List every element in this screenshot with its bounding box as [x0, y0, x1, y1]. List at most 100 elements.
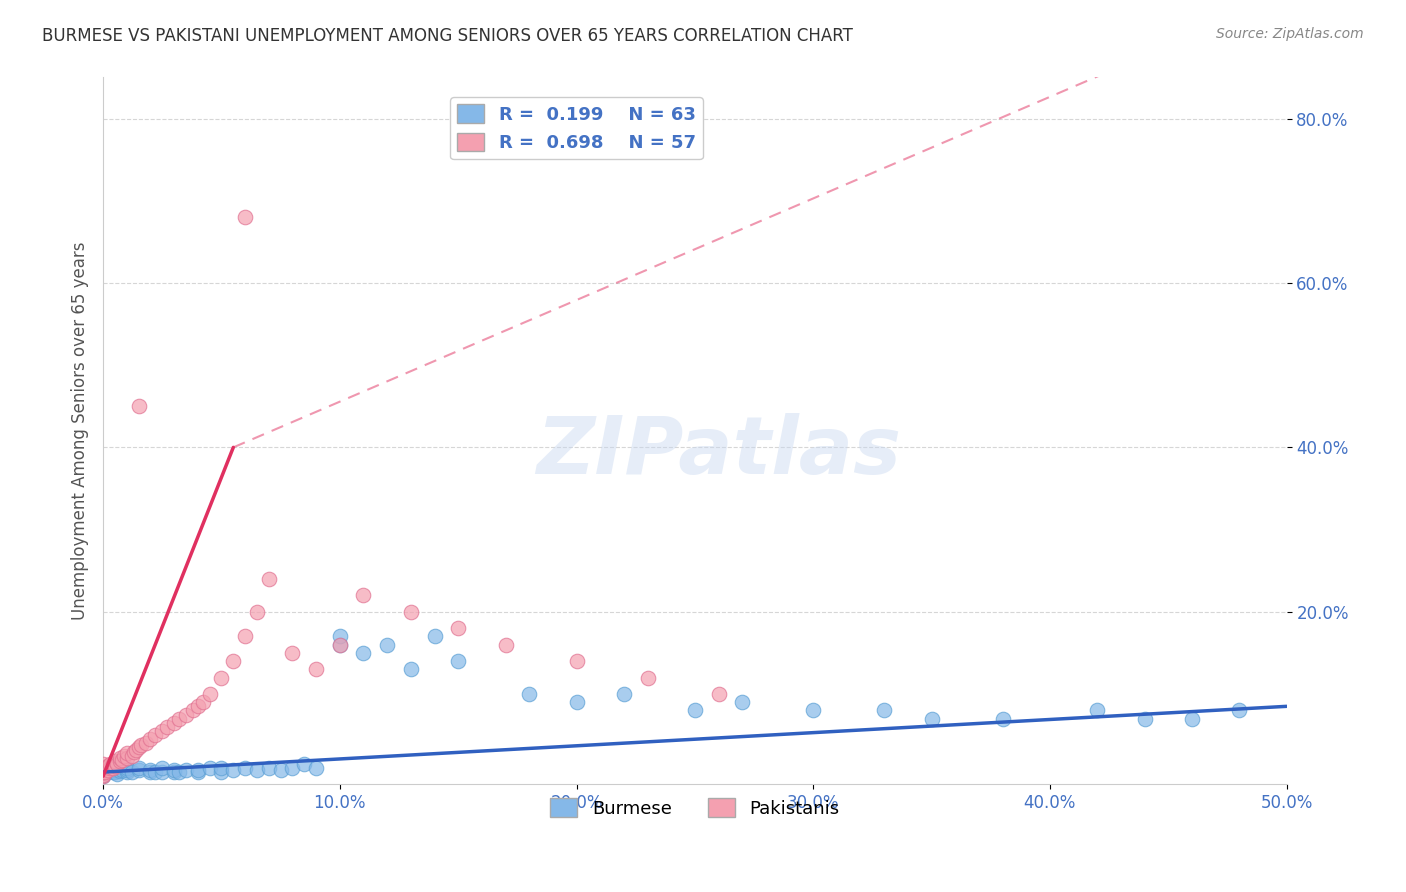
Point	[121, 748, 143, 763]
Point	[104, 763, 127, 777]
Point	[128, 740, 150, 755]
Point	[98, 756, 121, 771]
Point	[115, 763, 138, 777]
Point	[108, 755, 131, 769]
Point	[174, 707, 197, 722]
Point	[108, 751, 131, 765]
Point	[921, 712, 943, 726]
Point	[1133, 712, 1156, 726]
Point	[143, 728, 166, 742]
Point	[187, 763, 209, 777]
Point	[91, 769, 114, 783]
Point	[399, 605, 422, 619]
Point	[105, 756, 128, 771]
Point	[246, 605, 269, 619]
Point	[111, 753, 134, 767]
Point	[111, 763, 134, 777]
Point	[128, 763, 150, 777]
Point	[353, 588, 375, 602]
Point	[105, 766, 128, 780]
Point	[353, 646, 375, 660]
Point	[101, 765, 124, 780]
Point	[125, 743, 148, 757]
Point	[222, 654, 245, 668]
Point	[91, 767, 114, 781]
Point	[143, 765, 166, 780]
Point	[135, 736, 157, 750]
Point	[270, 763, 292, 777]
Point	[150, 723, 173, 738]
Point	[91, 765, 114, 780]
Point	[211, 761, 233, 775]
Point	[257, 572, 280, 586]
Point	[423, 630, 446, 644]
Point	[101, 756, 124, 771]
Point	[873, 703, 896, 717]
Point	[211, 671, 233, 685]
Point	[104, 761, 127, 775]
Point	[565, 695, 588, 709]
Point	[167, 765, 190, 780]
Point	[257, 761, 280, 775]
Point	[447, 654, 470, 668]
Point	[163, 715, 186, 730]
Point	[91, 761, 114, 775]
Point	[329, 638, 352, 652]
Point	[198, 761, 221, 775]
Point	[91, 763, 114, 777]
Point	[108, 764, 131, 779]
Point	[91, 763, 114, 777]
Point	[156, 720, 179, 734]
Point	[115, 761, 138, 775]
Point	[305, 761, 328, 775]
Point	[167, 712, 190, 726]
Point	[115, 765, 138, 780]
Point	[150, 765, 173, 780]
Text: BURMESE VS PAKISTANI UNEMPLOYMENT AMONG SENIORS OVER 65 YEARS CORRELATION CHART: BURMESE VS PAKISTANI UNEMPLOYMENT AMONG …	[42, 27, 853, 45]
Point	[329, 638, 352, 652]
Point	[98, 763, 121, 777]
Point	[329, 630, 352, 644]
Point	[94, 761, 117, 775]
Point	[222, 763, 245, 777]
Point	[91, 767, 114, 781]
Point	[129, 738, 152, 752]
Point	[91, 761, 114, 775]
Point	[174, 763, 197, 777]
Point	[565, 654, 588, 668]
Point	[292, 756, 315, 771]
Point	[233, 210, 256, 224]
Point	[128, 761, 150, 775]
Point	[101, 761, 124, 775]
Point	[246, 763, 269, 777]
Point	[97, 763, 120, 777]
Point	[613, 687, 636, 701]
Point	[139, 765, 162, 780]
Point	[114, 748, 136, 763]
Point	[91, 769, 114, 783]
Point	[211, 765, 233, 780]
Point	[91, 756, 114, 771]
Point	[801, 703, 824, 717]
Point	[91, 765, 114, 780]
Point	[104, 765, 127, 780]
Point	[139, 732, 162, 747]
Point	[115, 746, 138, 760]
Point	[281, 761, 304, 775]
Point	[191, 695, 214, 709]
Point	[150, 761, 173, 775]
Point	[139, 763, 162, 777]
Point	[128, 399, 150, 413]
Point	[163, 765, 186, 780]
Point	[447, 621, 470, 635]
Point	[233, 761, 256, 775]
Text: ZIPatlas: ZIPatlas	[536, 413, 901, 491]
Point	[115, 751, 138, 765]
Point	[104, 755, 127, 769]
Point	[104, 759, 127, 773]
Point	[94, 765, 117, 780]
Point	[683, 703, 706, 717]
Point	[1227, 703, 1250, 717]
Point	[637, 671, 659, 685]
Point	[187, 699, 209, 714]
